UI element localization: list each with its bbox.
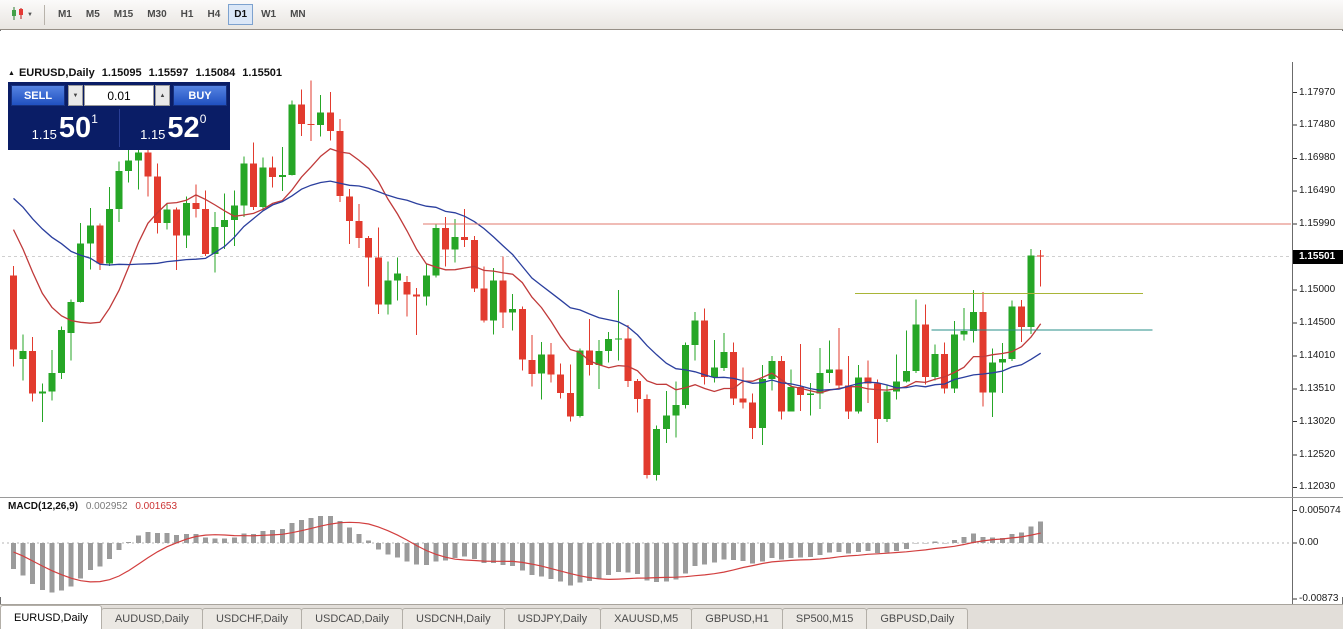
macd-indicator-label: MACD(12,26,9) 0.002952 0.001653 [8, 501, 177, 512]
buy-price-pip-digit: 0 [199, 112, 207, 126]
timeframe-button-h4[interactable]: H4 [201, 4, 226, 25]
chart-symbol-label: EURUSD,Daily [18, 67, 95, 79]
timeframe-button-m30[interactable]: M30 [141, 4, 172, 25]
candlestick-chart-icon [10, 6, 25, 24]
chart-canvas[interactable] [0, 31, 1343, 629]
price-axis-label: 1.17480 [1299, 119, 1336, 131]
timeframe-button-m1[interactable]: M1 [52, 4, 78, 25]
ohlc-low-value: 1.15084 [195, 67, 236, 79]
chart-tab-usdcnh-daily[interactable]: USDCNH,Daily [402, 608, 505, 629]
macd-value: 0.002952 [85, 501, 128, 512]
chart-tab-gbpusd-h1[interactable]: GBPUSD,H1 [691, 608, 783, 629]
chart-tab-gbpusd-daily[interactable]: GBPUSD,Daily [866, 608, 969, 629]
chart-tab-usdjpy-daily[interactable]: USDJPY,Daily [503, 608, 602, 629]
timeframe-toolbar: ▼ M1 M5 M15 M30 H1 H4 D1 W1 MN [0, 0, 1343, 30]
lot-size-input[interactable] [84, 85, 154, 106]
chart-window: ▲ EURUSD,Daily 1.15095 1.15597 1.15084 1.… [0, 31, 1343, 628]
macd-signal-line [13, 521, 1041, 583]
horizontal-level-lines [422, 223, 1291, 331]
macd-name: MACD(12,26,9) [8, 501, 79, 512]
price-axis-label: 1.14500 [1299, 317, 1336, 329]
one-click-trading-panel: SELL ▼ ▲ BUY 1.15 50 1 1.15 52 0 [8, 82, 230, 150]
lot-decrease-button[interactable]: ▼ [68, 85, 83, 106]
buy-price-display[interactable]: 1.15 52 0 [118, 109, 228, 147]
ma-fast-line [12, 147, 1042, 394]
macd-signal-value: 0.001653 [135, 501, 178, 512]
chart-tabs-bar: EURUSD,Daily AUDUSD,Daily USDCHF,Daily USDC… [0, 604, 1343, 629]
sell-price-big-digits: 50 [58, 112, 92, 144]
toolbar-separator [43, 4, 45, 25]
price-axis-label: 1.13510 [1299, 382, 1336, 394]
ohlc-open-value: 1.15095 [101, 67, 142, 79]
price-axis-label: 1.16980 [1299, 152, 1336, 164]
price-axis-label: 1.12520 [1299, 448, 1336, 460]
dropdown-caret-icon: ▼ [27, 11, 33, 18]
sell-price-pip-digit: 1 [91, 112, 98, 126]
ma-slow-line [13, 180, 1042, 391]
price-axis-label: 1.17970 [1299, 86, 1336, 98]
sell-price-display[interactable]: 1.15 50 1 [11, 109, 119, 147]
price-axis-label: 1.15000 [1299, 283, 1336, 295]
macd-axis-label: -0.00873 [1299, 592, 1339, 604]
sell-price-prefix: 1.15 [31, 127, 57, 142]
price-axis-label: 1.16490 [1299, 184, 1336, 196]
macd-axis-label: 0.00 [1299, 537, 1319, 548]
chart-tab-eurusd-daily[interactable]: EURUSD,Daily [0, 605, 102, 629]
chart-tab-usdchf-daily[interactable]: USDCHF,Daily [201, 608, 303, 629]
chart-header: ▲ EURUSD,Daily 1.15095 1.15597 1.15084 1.… [8, 67, 286, 79]
buy-price-prefix: 1.15 [140, 127, 166, 142]
macd-axis-label: 0.005074 [1299, 504, 1341, 516]
sell-button[interactable]: SELL [11, 85, 65, 106]
lot-increase-button[interactable]: ▲ [155, 85, 170, 106]
ohlc-close-value: 1.15501 [242, 67, 283, 79]
timeframe-buttons: M1 M5 M15 M30 H1 H4 D1 W1 MN [51, 4, 313, 25]
chart-tab-xauusd-m5[interactable]: XAUUSD,M5 [600, 608, 693, 629]
price-axis-label: 1.15990 [1299, 218, 1336, 230]
timeframe-button-d1[interactable]: D1 [228, 4, 254, 25]
lot-size-control: ▼ ▲ [68, 85, 170, 106]
buy-price-big-digits: 52 [167, 112, 200, 144]
price-axis-label: 1.14010 [1299, 349, 1336, 361]
timeframe-button-w1[interactable]: W1 [255, 4, 282, 25]
timeframe-button-m5[interactable]: M5 [80, 4, 106, 25]
chart-tab-sp500-m15[interactable]: SP500,M15 [781, 608, 868, 629]
ohlc-high-value: 1.15597 [148, 67, 189, 79]
timeframe-button-mn[interactable]: MN [284, 4, 312, 25]
price-axis-label: 1.13020 [1299, 415, 1336, 427]
candlestick-series [10, 80, 1045, 481]
timeframe-button-h1[interactable]: H1 [175, 4, 200, 25]
current-price-badge: 1.15501 [1293, 249, 1343, 264]
price-axis-label: 1.12030 [1299, 481, 1336, 493]
buy-button[interactable]: BUY [173, 85, 227, 106]
macd-histogram [11, 515, 1044, 593]
chart-type-button[interactable]: ▼ [5, 4, 38, 26]
window-marker-icon: ▲ [8, 70, 15, 77]
axis-ticks [1293, 92, 1297, 600]
timeframe-button-m15[interactable]: M15 [108, 4, 139, 25]
chart-tab-audusd-daily[interactable]: AUDUSD,Daily [100, 608, 203, 629]
chart-tab-usdcad-daily[interactable]: USDCAD,Daily [301, 608, 404, 629]
